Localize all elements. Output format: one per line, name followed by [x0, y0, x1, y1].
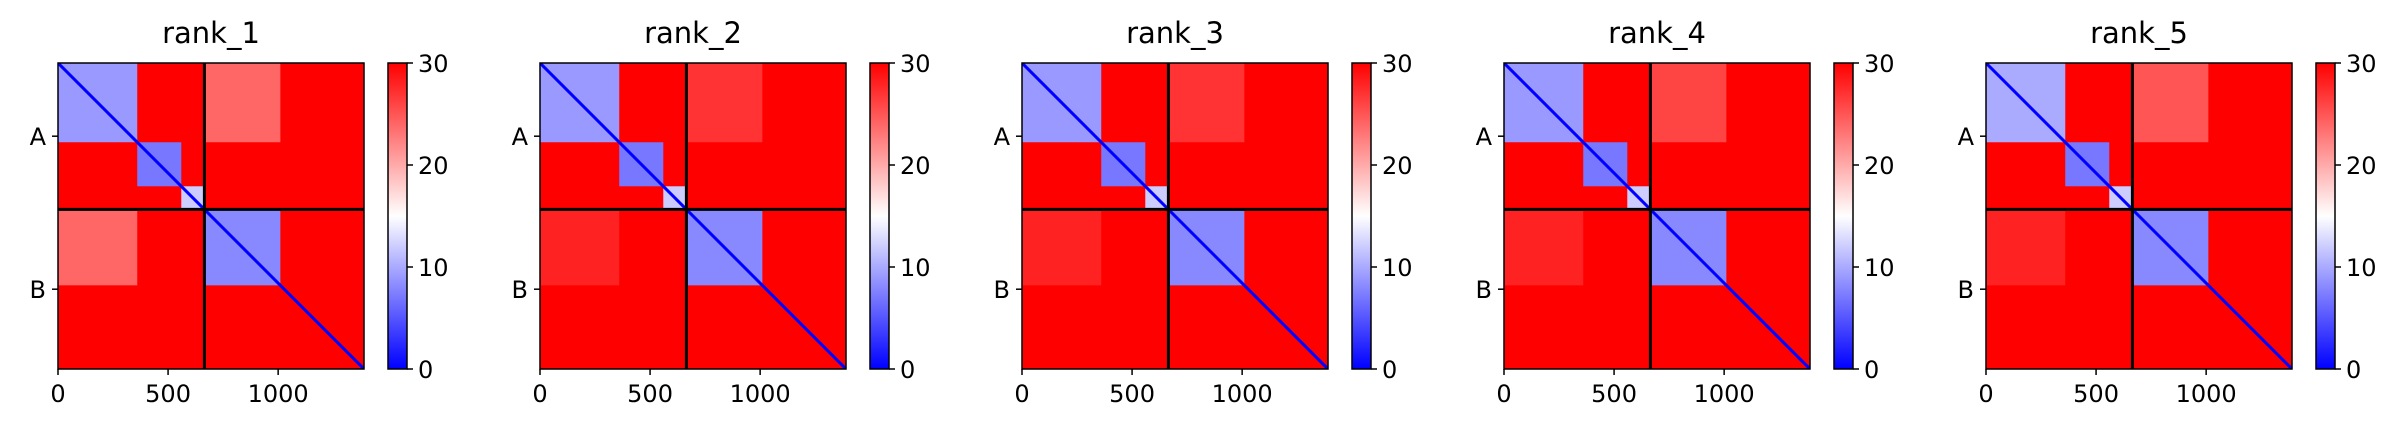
colorbar-tick-label: 10 — [900, 254, 931, 282]
colorbar: 0 10 20 30 — [387, 50, 449, 384]
panel-title: rank_1 — [162, 16, 260, 50]
colorbar-tick-label: 0 — [418, 356, 433, 384]
heatmap — [1022, 63, 1328, 369]
colorbar-tick-label: 10 — [1864, 254, 1895, 282]
colorbar-tick-label: 30 — [2346, 50, 2377, 78]
heatmap — [1986, 63, 2292, 369]
heatmap-block — [1168, 63, 1245, 143]
panel-title: rank_3 — [1126, 16, 1224, 50]
y-tick-label: B — [30, 276, 46, 304]
colorbar-tick-label: 30 — [1382, 50, 1413, 78]
heatmap-block — [1504, 209, 1584, 286]
heatmap-diagonal — [1504, 63, 1810, 369]
colorbar-tick-label: 30 — [1864, 50, 1895, 78]
heatmap — [540, 63, 846, 369]
colorbar-tick-label: 20 — [900, 152, 931, 180]
colorbar-tick-label: 10 — [418, 254, 449, 282]
heatmap — [58, 63, 364, 369]
y-tick-label: A — [30, 123, 47, 151]
axes-frame — [1021, 62, 1329, 370]
colorbar-gradient — [870, 63, 889, 369]
axes-frame — [1503, 62, 1811, 370]
colorbar-tick-label: 20 — [418, 152, 449, 180]
colorbar-frame — [2315, 62, 2336, 370]
x-tick-label: 500 — [1109, 380, 1155, 408]
colorbar-gradient — [2316, 63, 2335, 369]
colorbar-tick-label: 20 — [1382, 152, 1413, 180]
colorbar-tick-label: 20 — [1864, 152, 1895, 180]
y-tick-label: A — [1958, 123, 1975, 151]
pae-panel-1: rank_1 0 500 1000 A B 0 10 20 30 — [30, 16, 449, 408]
x-tick-label: 0 — [1978, 380, 1993, 408]
y-tick-label: B — [1958, 276, 1974, 304]
x-tick-label: 500 — [145, 380, 191, 408]
colorbar: 0 10 20 30 — [1351, 50, 1413, 384]
heatmap-block — [1650, 63, 1727, 143]
heatmap-block — [540, 209, 620, 286]
colorbar-tick-label: 0 — [1864, 356, 1879, 384]
colorbar-frame — [869, 62, 890, 370]
panel-title: rank_4 — [1608, 16, 1706, 50]
y-tick-label: A — [994, 123, 1011, 151]
y-tick-label: B — [512, 276, 528, 304]
heatmap-diagonal — [1022, 63, 1328, 369]
colorbar-tick-label: 10 — [1382, 254, 1413, 282]
colorbar-tick-label: 20 — [2346, 152, 2377, 180]
colorbar-gradient — [1352, 63, 1371, 369]
axes-frame — [539, 62, 847, 370]
colorbar: 0 10 20 30 — [1833, 50, 1895, 384]
axes-frame — [57, 62, 365, 370]
colorbar-tick-label: 0 — [900, 356, 915, 384]
heatmap-block — [1022, 209, 1102, 286]
heatmap-diagonal — [1986, 63, 2292, 369]
heatmap-diagonal — [58, 63, 364, 369]
x-tick-label: 1000 — [2176, 380, 2237, 408]
colorbar-tick-label: 0 — [2346, 356, 2361, 384]
heatmap-diagonal — [540, 63, 846, 369]
panel-title: rank_5 — [2090, 16, 2188, 50]
heatmap-block — [1986, 209, 2066, 286]
axes-frame — [1985, 62, 2293, 370]
x-tick-label: 0 — [532, 380, 547, 408]
x-tick-label: 0 — [1014, 380, 1029, 408]
y-tick-label: B — [1476, 276, 1492, 304]
x-tick-label: 1000 — [248, 380, 309, 408]
x-tick-label: 500 — [627, 380, 673, 408]
colorbar-tick-label: 30 — [900, 50, 931, 78]
colorbar: 0 10 20 30 — [869, 50, 931, 384]
colorbar-gradient — [1834, 63, 1853, 369]
y-tick-label: A — [512, 123, 529, 151]
x-tick-label: 1000 — [1694, 380, 1755, 408]
pae-panel-5: rank_5 0 500 1000 A B 0 10 20 30 — [1958, 16, 2377, 408]
colorbar-gradient — [388, 63, 407, 369]
heatmap-block — [2132, 63, 2209, 143]
heatmap-block — [58, 209, 138, 286]
colorbar-frame — [387, 62, 408, 370]
panel-title: rank_2 — [644, 16, 742, 50]
x-tick-label: 1000 — [730, 380, 791, 408]
heatmap-block — [204, 63, 281, 143]
x-tick-label: 500 — [2073, 380, 2119, 408]
pae-panel-2: rank_2 0 500 1000 A B 0 10 20 30 — [512, 16, 931, 408]
colorbar-frame — [1351, 62, 1372, 370]
colorbar-tick-label: 0 — [1382, 356, 1397, 384]
x-tick-label: 500 — [1591, 380, 1637, 408]
colorbar-tick-label: 10 — [2346, 254, 2377, 282]
y-tick-label: B — [994, 276, 1010, 304]
heatmap-block — [686, 63, 763, 143]
y-tick-label: A — [1476, 123, 1493, 151]
x-tick-label: 1000 — [1212, 380, 1273, 408]
pae-panel-3: rank_3 0 500 1000 A B 0 10 20 30 — [994, 16, 1413, 408]
colorbar: 0 10 20 30 — [2315, 50, 2377, 384]
pae-panel-4: rank_4 0 500 1000 A B 0 10 20 30 — [1476, 16, 1895, 408]
colorbar-tick-label: 30 — [418, 50, 449, 78]
x-tick-label: 0 — [50, 380, 65, 408]
heatmap — [1504, 63, 1810, 369]
colorbar-frame — [1833, 62, 1854, 370]
x-tick-label: 0 — [1496, 380, 1511, 408]
